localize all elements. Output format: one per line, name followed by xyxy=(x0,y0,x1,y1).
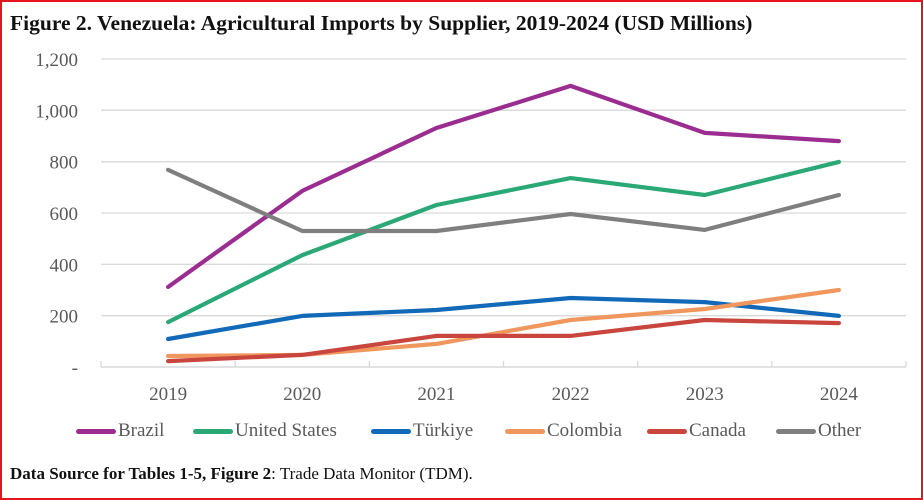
legend-item: Colombia xyxy=(505,420,622,442)
legend-item: Other xyxy=(776,420,861,442)
legend-item: Canada xyxy=(647,420,746,442)
legend-swatch xyxy=(371,428,411,434)
y-tick-label: 1,200 xyxy=(35,50,78,71)
legend-swatch xyxy=(193,428,233,434)
y-axis-ticks: - 200 400 600 800 1,000 1,200 xyxy=(35,50,78,379)
y-tick-label: 800 xyxy=(50,153,79,174)
series-line-united-states xyxy=(166,159,842,325)
y-tick-label: 200 xyxy=(50,307,79,328)
data-source-note: Data Source for Tables 1-5, Figure 2: Tr… xyxy=(10,464,473,484)
chart-title: Figure 2. Venezuela: Agricultural Import… xyxy=(10,11,753,35)
chart-legend: Brazil United States Türkiye Colombia Canada… xyxy=(0,420,923,450)
series-line-brazil xyxy=(166,83,842,289)
y-tick-label: 1,000 xyxy=(35,101,78,122)
series-line-canada xyxy=(166,317,842,364)
legend-label: Türkiye xyxy=(413,420,474,441)
legend-swatch xyxy=(776,428,816,434)
legend-item: United States xyxy=(193,420,337,442)
legend-item: Brazil xyxy=(76,420,164,442)
legend-label: Other xyxy=(818,420,862,441)
x-tick-label: 2020 xyxy=(283,384,321,405)
data-source-label: Data Source for Tables 1-5, Figure 2 xyxy=(10,464,272,483)
x-axis-ticks: 2019 2020 2021 2022 2023 2024 xyxy=(149,384,858,405)
x-tick-label: 2019 xyxy=(149,384,187,405)
legend-label: Colombia xyxy=(547,420,622,441)
x-tick-label: 2023 xyxy=(686,384,724,405)
y-tick-label: 400 xyxy=(50,255,79,276)
series-line-other xyxy=(166,167,842,234)
legend-item: Türkiye xyxy=(371,420,473,442)
line-chart: - 200 400 600 800 1,000 1,200 2019 2020 2021 2022… xyxy=(35,50,907,405)
x-tick-label: 2021 xyxy=(417,384,455,405)
y-tick-label: 600 xyxy=(50,204,79,225)
x-tick-label: 2024 xyxy=(820,384,859,405)
legend-label: Canada xyxy=(689,420,746,441)
legend-label: Brazil xyxy=(118,420,165,441)
data-source-text: : Trade Data Monitor (TDM). xyxy=(271,464,473,483)
x-tick-label: 2022 xyxy=(552,384,590,405)
legend-swatch xyxy=(76,428,116,434)
legend-label: United States xyxy=(235,420,337,441)
gridlines xyxy=(101,58,906,317)
series-lines xyxy=(166,83,842,364)
legend-swatch xyxy=(505,428,545,434)
x-axis xyxy=(100,361,907,368)
legend-swatch xyxy=(647,428,687,434)
y-tick-label: - xyxy=(72,358,78,379)
